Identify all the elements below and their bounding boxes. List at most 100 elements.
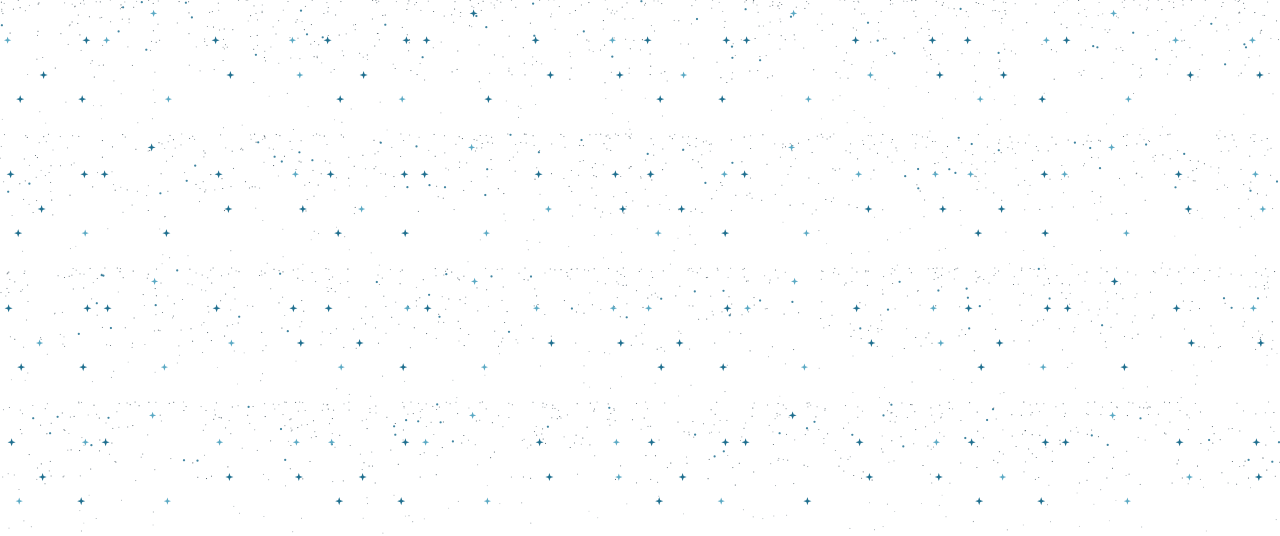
dot-icon — [584, 269, 586, 271]
dot-icon — [24, 270, 26, 272]
dot-icon — [494, 330, 496, 332]
dot-icon — [378, 264, 380, 266]
dot-icon — [282, 9, 284, 11]
dot-icon — [709, 432, 711, 434]
dot-icon — [849, 152, 851, 154]
dot-icon — [117, 291, 119, 293]
dot-icon — [289, 419, 291, 421]
dot-icon — [599, 49, 602, 51]
dot-icon — [934, 140, 936, 143]
dot-icon — [0, 24, 3, 27]
dot-icon — [602, 164, 604, 166]
dot-icon — [834, 449, 836, 452]
dot-icon — [818, 230, 820, 232]
four-point-sparkle-icon — [298, 205, 307, 214]
dot-icon — [515, 143, 517, 146]
dot-icon — [919, 190, 921, 192]
dot-icon — [432, 47, 434, 49]
dot-icon — [285, 401, 287, 403]
dot-icon — [938, 504, 940, 506]
dot-icon — [1196, 465, 1199, 467]
dot-icon — [46, 433, 48, 435]
dot-icon — [803, 47, 805, 49]
dot-icon — [1224, 302, 1226, 304]
dot-icon — [579, 160, 581, 163]
dot-icon — [892, 282, 894, 285]
dot-icon — [270, 440, 272, 442]
dot-icon — [404, 515, 406, 517]
dot-icon — [616, 10, 618, 12]
dot-icon — [650, 138, 652, 140]
dot-icon — [576, 268, 578, 270]
dot-icon — [1155, 424, 1157, 426]
dot-icon — [849, 456, 851, 458]
dot-icon — [237, 322, 239, 324]
dot-icon — [899, 231, 901, 233]
dot-icon — [306, 199, 308, 201]
four-point-sparkle-icon — [1256, 339, 1265, 348]
dot-icon — [640, 176, 642, 178]
dot-icon — [1033, 268, 1035, 271]
dot-icon — [299, 9, 303, 12]
dot-icon — [347, 268, 349, 270]
dot-icon — [284, 425, 286, 427]
dot-icon — [1068, 284, 1071, 286]
dot-icon — [278, 20, 280, 22]
dot-icon — [83, 3, 85, 5]
dot-icon — [1243, 321, 1245, 323]
dot-icon — [1244, 7, 1246, 9]
dot-icon — [920, 345, 922, 347]
dot-icon — [1007, 147, 1009, 149]
dot-icon — [91, 381, 93, 383]
dot-icon — [1001, 17, 1003, 19]
dot-icon — [713, 455, 716, 458]
dot-icon — [109, 344, 112, 347]
dot-icon — [1164, 173, 1166, 175]
four-point-sparkle-icon — [1172, 304, 1181, 313]
dot-icon — [359, 453, 361, 455]
dot-icon — [364, 168, 367, 170]
dot-icon — [14, 281, 16, 283]
dot-icon — [433, 10, 435, 13]
dot-icon — [246, 305, 248, 307]
dot-icon — [954, 269, 956, 271]
four-point-sparkle-icon — [533, 304, 541, 312]
dot-icon — [1199, 478, 1201, 480]
four-point-sparkle-icon — [720, 170, 728, 178]
dot-icon — [205, 189, 207, 191]
dot-icon — [195, 183, 197, 185]
four-point-sparkle-icon — [855, 170, 863, 178]
dot-icon — [994, 161, 996, 163]
dot-icon — [614, 13, 616, 15]
dot-icon — [993, 459, 995, 461]
dot-icon — [560, 417, 562, 419]
dot-icon — [457, 500, 459, 502]
dot-icon — [116, 411, 118, 413]
dot-icon — [340, 1, 342, 3]
dot-icon — [1182, 300, 1184, 302]
dot-icon — [1087, 134, 1089, 136]
dot-icon — [262, 138, 264, 140]
dot-icon — [1131, 337, 1133, 339]
four-point-sparkle-icon — [420, 170, 429, 179]
dot-icon — [28, 182, 31, 185]
dot-icon — [1139, 406, 1141, 408]
dot-icon — [877, 22, 880, 24]
dot-icon — [903, 160, 906, 162]
dot-icon — [862, 139, 864, 142]
dot-icon — [710, 143, 712, 145]
four-point-sparkle-icon — [1038, 95, 1047, 104]
dot-icon — [59, 333, 61, 335]
dot-icon — [327, 408, 329, 410]
dot-icon — [563, 136, 565, 138]
dot-icon — [686, 462, 688, 464]
dot-icon — [188, 1, 190, 3]
dot-icon — [479, 419, 481, 421]
dot-icon — [894, 269, 896, 271]
dot-icon — [1017, 141, 1019, 143]
dot-icon — [934, 272, 936, 274]
dot-icon — [425, 403, 427, 405]
dot-icon — [314, 431, 316, 433]
dot-icon — [284, 314, 286, 317]
dot-icon — [36, 200, 38, 202]
